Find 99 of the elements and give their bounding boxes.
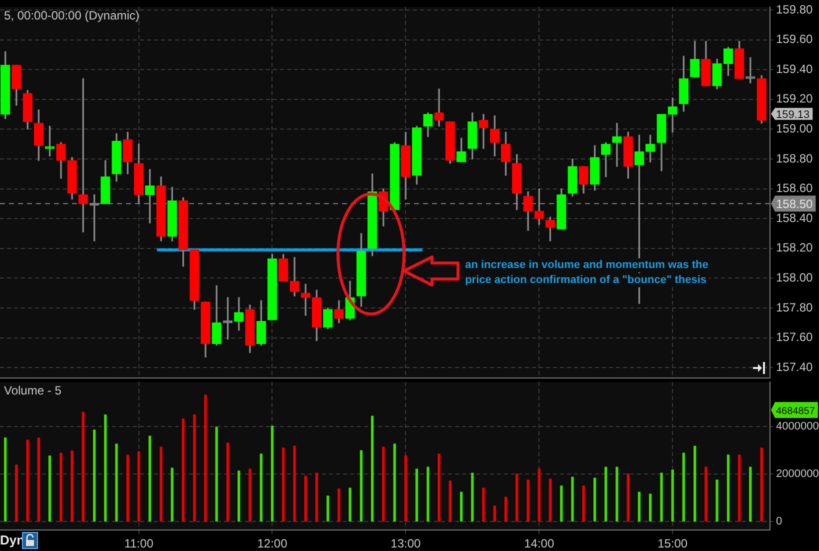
bar bbox=[626, 474, 630, 522]
bar bbox=[182, 418, 185, 522]
bar bbox=[282, 448, 285, 522]
candlestick bbox=[478, 114, 488, 149]
bar bbox=[338, 488, 340, 522]
bar bbox=[70, 450, 74, 522]
bar bbox=[4, 437, 7, 522]
bar bbox=[582, 486, 585, 522]
candlestick bbox=[434, 88, 444, 127]
y-tick-label: 158.60 bbox=[776, 181, 814, 196]
y-tick-label: 159.60 bbox=[776, 32, 814, 46]
y-tick-label: 157.40 bbox=[776, 360, 814, 374]
bar bbox=[726, 454, 730, 522]
bar bbox=[93, 430, 96, 522]
bar bbox=[148, 436, 152, 522]
bar bbox=[226, 442, 230, 522]
bar bbox=[137, 451, 140, 522]
bar bbox=[560, 486, 563, 522]
y-tick-label: 158.40 bbox=[776, 210, 814, 225]
y-tick-label: 157.60 bbox=[776, 330, 814, 344]
bar bbox=[493, 506, 496, 522]
bar bbox=[82, 412, 84, 522]
bar bbox=[204, 394, 207, 522]
bar bbox=[15, 464, 18, 522]
bar bbox=[404, 455, 408, 522]
bar bbox=[660, 472, 663, 522]
bar bbox=[504, 496, 508, 522]
bar bbox=[360, 450, 363, 522]
candlestick bbox=[612, 122, 622, 167]
annotation: an increase in volume and momentum was the price action confirmation of a "bounce" thesis bbox=[465, 258, 708, 286]
bar bbox=[604, 466, 608, 522]
bar bbox=[170, 468, 174, 522]
bar bbox=[348, 488, 352, 522]
chart-title: Volume - 5 bbox=[4, 383, 62, 398]
y-tick-label: 158.20 bbox=[776, 240, 814, 255]
bar bbox=[460, 492, 463, 522]
bar bbox=[48, 456, 52, 522]
bar bbox=[694, 446, 696, 522]
bar bbox=[160, 446, 162, 522]
bar bbox=[238, 470, 240, 522]
y-tick-label: 159.80 bbox=[776, 2, 814, 16]
text: 4684857 bbox=[776, 406, 816, 417]
bar bbox=[248, 468, 252, 522]
bar bbox=[293, 446, 296, 522]
bar bbox=[704, 466, 708, 522]
bar bbox=[516, 474, 518, 522]
chart-title: 5, 00:00-00:00 (Dynamic) bbox=[4, 8, 140, 22]
y-tick-label: 4000000 bbox=[776, 420, 819, 432]
bar bbox=[126, 454, 130, 522]
bar bbox=[749, 466, 752, 522]
bar bbox=[115, 444, 118, 522]
x-tick-label: 12:00 bbox=[257, 536, 288, 551]
text: 159.13 bbox=[776, 108, 810, 121]
bar bbox=[538, 468, 540, 522]
bar bbox=[482, 488, 485, 522]
bar bbox=[671, 470, 674, 522]
bar bbox=[438, 454, 440, 522]
bar bbox=[26, 440, 29, 522]
bar bbox=[415, 468, 418, 522]
y-tick-label: 159.00 bbox=[776, 121, 814, 136]
bar bbox=[760, 448, 763, 522]
bar bbox=[326, 496, 330, 522]
x-tick-label: 15:00 bbox=[658, 536, 688, 551]
y-tick-label: 157.80 bbox=[776, 300, 814, 314]
bar bbox=[393, 444, 396, 522]
bar bbox=[315, 472, 318, 522]
x-tick-label: 14:00 bbox=[524, 536, 554, 551]
y-tick-label: 158.00 bbox=[776, 270, 814, 284]
bar bbox=[60, 452, 62, 522]
bar bbox=[471, 472, 474, 522]
bar bbox=[593, 478, 596, 522]
bar bbox=[616, 466, 618, 522]
bar bbox=[548, 478, 552, 522]
bar bbox=[382, 446, 385, 522]
y-tick-label: 0 bbox=[776, 516, 782, 528]
bar bbox=[571, 476, 574, 522]
bar bbox=[648, 494, 652, 522]
bar bbox=[104, 414, 107, 522]
x-tick-label: 11:00 bbox=[124, 536, 154, 551]
bar bbox=[193, 414, 196, 522]
y-tick-label: 158.80 bbox=[776, 151, 814, 166]
y-tick-label: 2000000 bbox=[776, 468, 819, 480]
bar bbox=[37, 438, 40, 522]
y-tick-label: 159.20 bbox=[776, 92, 814, 106]
bar bbox=[448, 480, 452, 522]
bar bbox=[260, 454, 262, 522]
bar bbox=[716, 480, 718, 522]
bar bbox=[682, 452, 685, 522]
bar bbox=[738, 454, 741, 522]
bar bbox=[215, 426, 218, 522]
bar bbox=[370, 416, 374, 522]
bar bbox=[270, 426, 274, 522]
x-tick-label: 13:00 bbox=[390, 536, 422, 551]
bar bbox=[304, 476, 307, 522]
ref-line-label: 158.50 bbox=[776, 196, 814, 211]
bar bbox=[638, 492, 641, 522]
y-tick-label: 159.40 bbox=[776, 62, 814, 76]
bar bbox=[426, 466, 430, 522]
bar bbox=[526, 480, 530, 522]
